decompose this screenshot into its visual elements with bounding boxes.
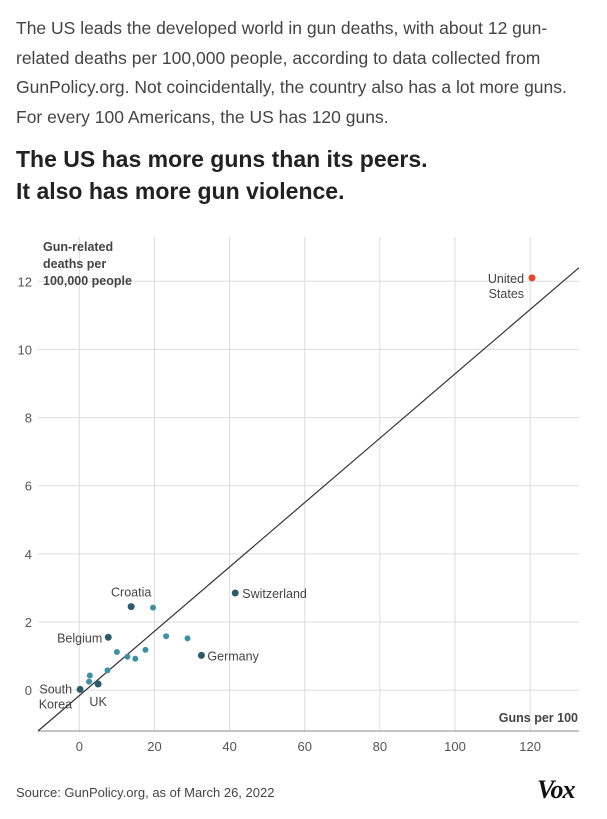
- data-point: [104, 667, 111, 674]
- y-tick-label: 6: [25, 479, 32, 494]
- chart-headline: The US has more guns than its peers. It …: [16, 143, 596, 207]
- scatter-chart: 0 20 40 60 80 100 120 0 2 4 6 8 10 12 Gun-related death…: [18, 237, 580, 754]
- y-tick-label: 8: [25, 411, 32, 426]
- point-label: Switzerland: [242, 587, 307, 601]
- headline-line-2: It also has more gun violence.: [16, 178, 345, 204]
- x-axis-title: Guns per 100: [499, 711, 578, 725]
- point-label: South Korea: [39, 682, 72, 711]
- y-tick-label: 10: [18, 342, 32, 357]
- x-tick-label: 80: [373, 739, 387, 754]
- y-tick-label: 2: [25, 615, 32, 630]
- data-point: [184, 635, 191, 642]
- x-tick-label: 0: [76, 739, 83, 754]
- point-label: Germany: [207, 649, 259, 663]
- point-label: Croatia: [111, 586, 151, 600]
- data-point: [104, 633, 112, 641]
- source-note: Source: GunPolicy.org, as of March 26, 2…: [16, 785, 275, 800]
- data-point: [127, 603, 135, 611]
- data-point: [149, 604, 156, 611]
- point-label: Belgium: [57, 631, 102, 645]
- data-point: [231, 589, 239, 597]
- x-tick-label: 120: [519, 739, 541, 754]
- data-point: [94, 680, 102, 688]
- vox-logo: Vox: [537, 775, 575, 804]
- data-point: [163, 633, 170, 640]
- point-label: UK: [89, 695, 107, 709]
- x-tick-label: 40: [222, 739, 236, 754]
- headline-line-1: The US has more guns than its peers.: [16, 146, 428, 172]
- data-point: [76, 685, 84, 693]
- data-point: [86, 672, 93, 679]
- y-tick-label: 4: [25, 547, 32, 562]
- data-point: [113, 648, 120, 655]
- data-point: [86, 678, 93, 685]
- data-point: [124, 653, 131, 660]
- data-point: [197, 651, 205, 659]
- x-tick-label: 100: [444, 739, 466, 754]
- trend-line: [37, 267, 580, 732]
- x-tick-label: 20: [147, 739, 161, 754]
- intro-text: The US leads the developed world in gun …: [16, 18, 567, 127]
- x-tick-label: 60: [298, 739, 312, 754]
- data-point: [142, 646, 149, 653]
- us-point: [528, 274, 536, 282]
- data-point: [132, 655, 139, 662]
- y-tick-label: 12: [18, 274, 32, 289]
- y-tick-label: 0: [25, 683, 32, 698]
- y-axis-title: Gun-related deaths per 100,000 people: [43, 240, 132, 288]
- point-label: United States: [488, 272, 524, 301]
